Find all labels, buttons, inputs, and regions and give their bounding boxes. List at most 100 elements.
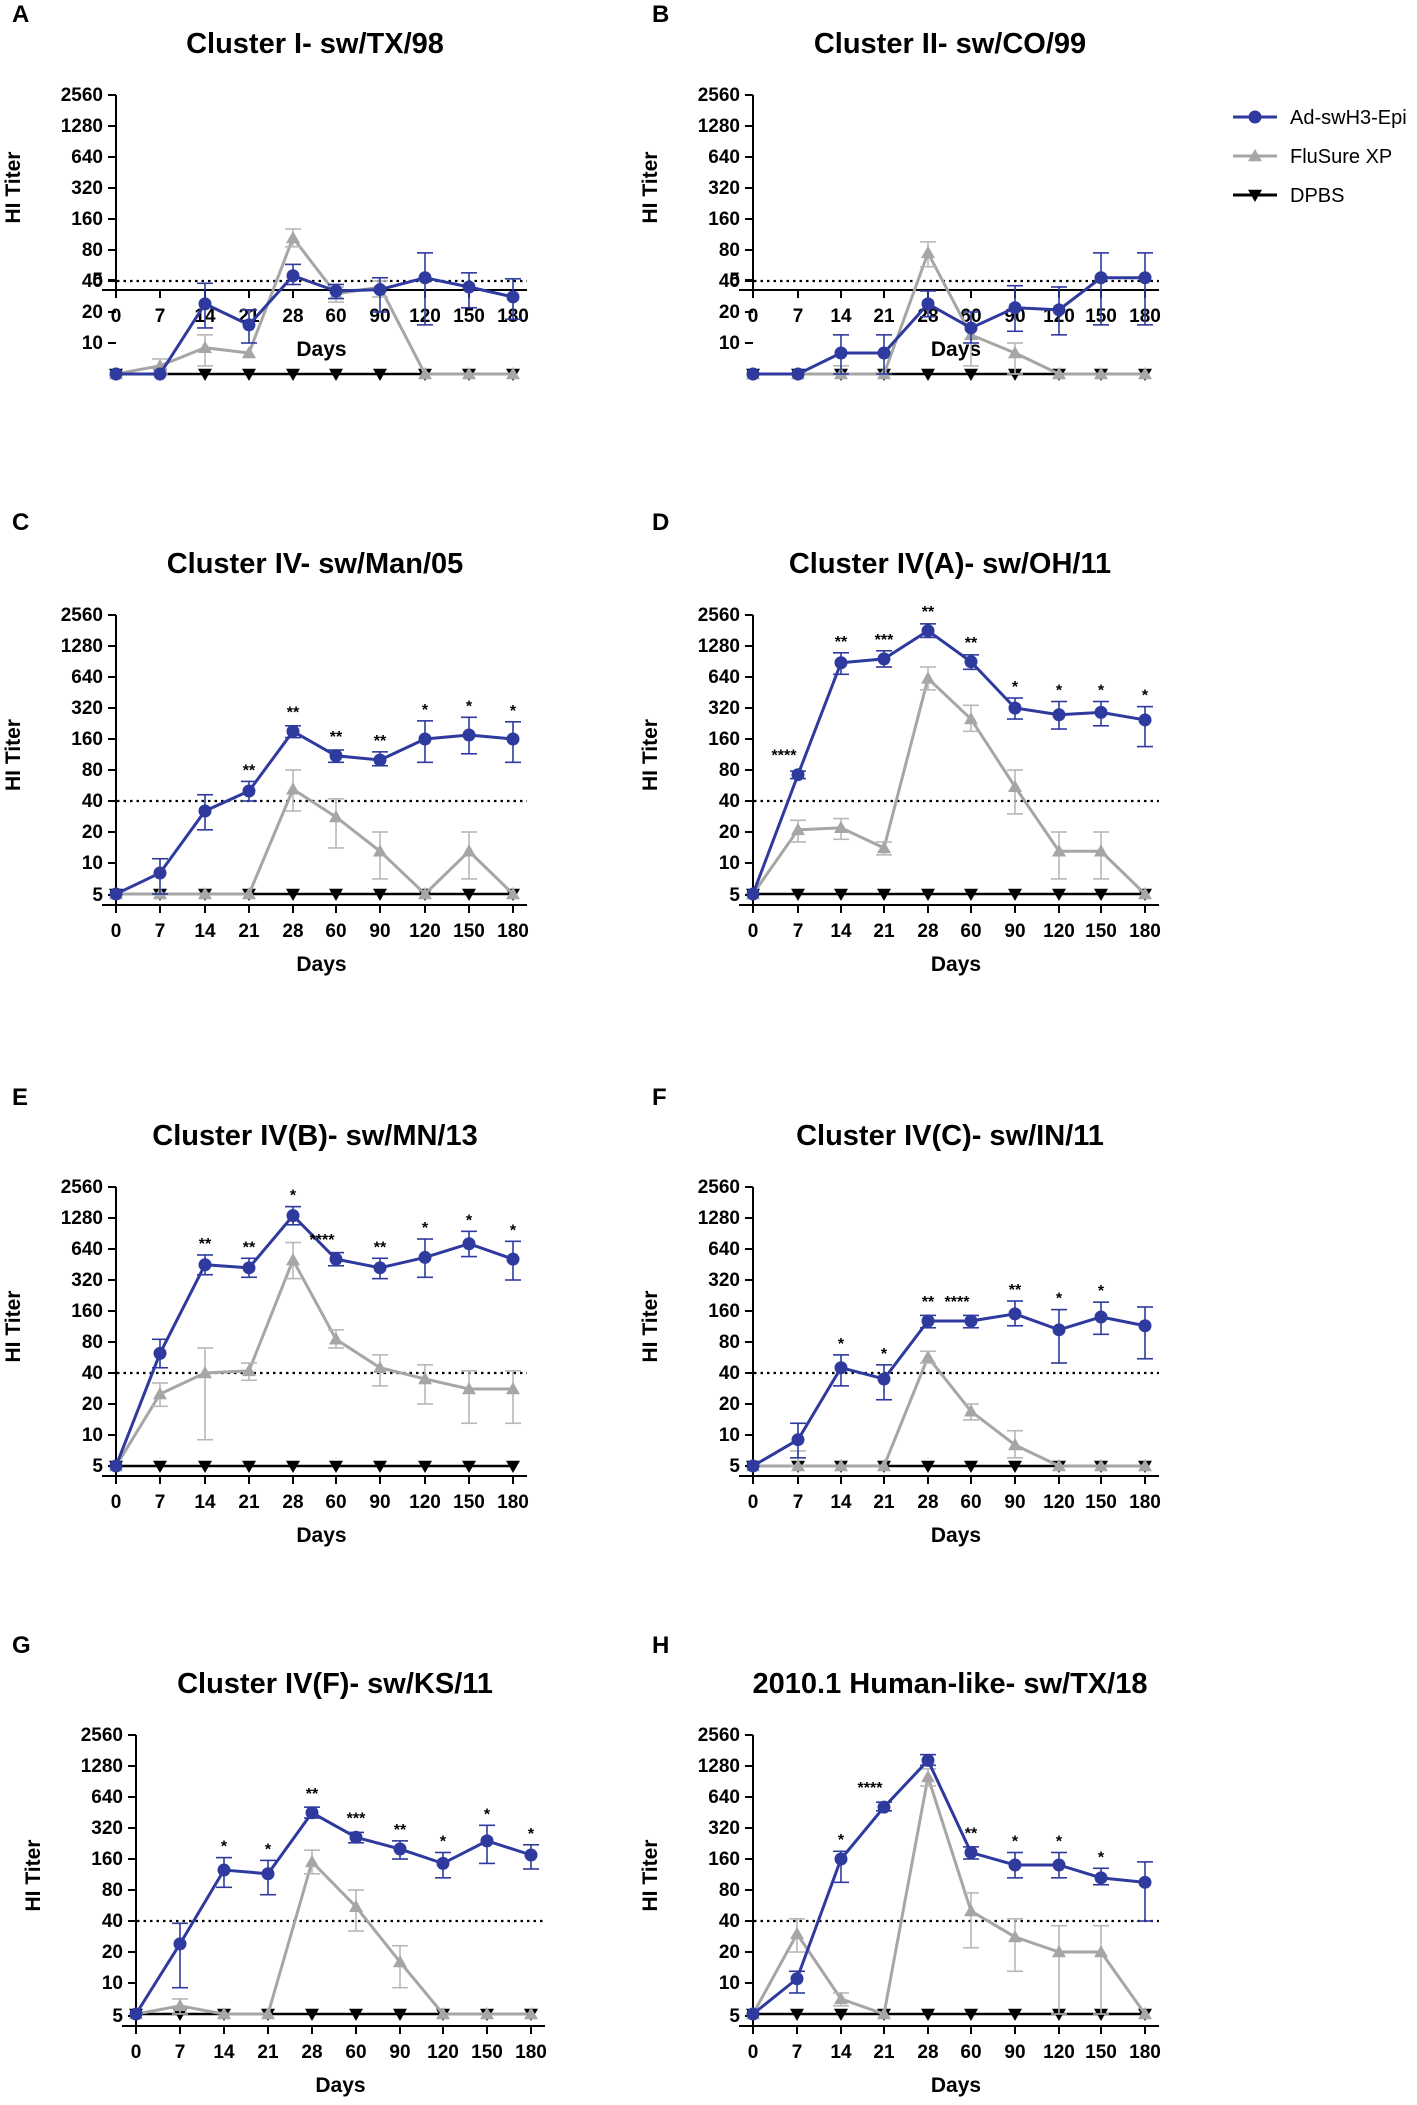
panel-d-x-tick-label: 7 — [793, 921, 804, 942]
panel-h-y-tick-label: 10 — [719, 1973, 740, 1994]
panel-b-dpbs-point — [1008, 368, 1022, 381]
panel-b-y-tick-label: 10 — [719, 333, 740, 354]
panel-d-ad-swh3-epi-point — [1094, 705, 1108, 719]
panel-e-significance-label: * — [466, 1212, 473, 1229]
panel-f-y-tick-label: 320 — [708, 1270, 740, 1291]
panel-f-y-tick-label: 5 — [729, 1456, 740, 1477]
panel-e-significance-label: ** — [199, 1236, 212, 1253]
panel-h-x-tick-label: 120 — [1043, 2042, 1075, 2063]
panel-f-y-tick-label: 20 — [719, 1394, 740, 1415]
panel-f-flusure-xp-point — [834, 1459, 848, 1472]
panel-a-ad-swh3-epi-point — [506, 290, 520, 304]
panel-h-ad-swh3-epi-point — [834, 1852, 848, 1866]
panel-a-flusure-xp-point — [286, 230, 300, 244]
panel-b-ad-swh3-epi-point — [1008, 301, 1022, 315]
legend-label: FluSure XP — [1290, 146, 1392, 168]
panel-c-y-axis-label: HI Titer — [2, 719, 25, 791]
panel-a-dpbs-point — [198, 368, 212, 381]
panel-c-ad-swh3-epi-point — [418, 732, 432, 746]
panel-c-x-tick-label: 120 — [409, 921, 441, 942]
panel-c-significance-label: ** — [243, 762, 256, 779]
panel-d-flusure-xp-point — [834, 820, 848, 833]
panel-d-dpbs-point — [964, 888, 978, 901]
panel-e-flusure-xp-point — [286, 1253, 300, 1266]
panel-c-flusure-xp-line — [116, 787, 515, 897]
panel-d-dpbs-point — [1008, 888, 1022, 901]
panel-f-x-tick-label: 60 — [960, 1492, 981, 1513]
panel-b-flusure-xp-point — [1138, 367, 1152, 380]
panel-f-ad-swh3-epi-point — [1138, 1319, 1152, 1333]
panel-g-x-tick-label: 90 — [389, 2042, 410, 2063]
panel-g-x-axis-label: Days — [315, 2074, 365, 2097]
panel-f-y-tick-label: 640 — [708, 1239, 740, 1260]
panel-g: G Cluster IV(F)- sw/KS/11 2560 1280 640 320 16… — [12, 1632, 547, 2097]
panel-c-dpbs-point — [462, 888, 476, 901]
panel-g-flusure-xp-point — [436, 2007, 450, 2020]
panel-d-y-tick-label: 80 — [719, 760, 740, 781]
panel-f-flusure-xp-point — [921, 1350, 935, 1363]
panel-h-significance-label: * — [1098, 1849, 1105, 1866]
panel-d-significance-label: * — [1142, 688, 1149, 705]
panel-d-flusure-xp-point — [1008, 779, 1022, 793]
panel-c-x-axis-label: Days — [296, 953, 346, 976]
panel-e-significance-label: ** — [243, 1239, 256, 1256]
panel-b-ad-swh3-epi-point — [921, 297, 935, 311]
panel-g-y-tick-label: 20 — [102, 1942, 123, 1963]
panel-f-y-axis-label: HI Titer — [639, 1291, 662, 1363]
panel-a-title: Cluster I- sw/TX/98 — [186, 28, 444, 60]
panel-d-flusure-xp-point — [877, 840, 891, 854]
panel-a-y-tick-label: 40 — [82, 271, 103, 292]
legend-item: DPBS — [1233, 185, 1344, 207]
panel-f-dpbs-point — [1008, 1460, 1022, 1473]
panel-f-flusure-xp-point — [1008, 1437, 1022, 1451]
panel-g-ad-swh3-epi-point — [480, 1834, 494, 1848]
panel-b-y-tick-label: 5 — [729, 270, 740, 291]
panel-c-x-tick-label: 28 — [282, 921, 303, 942]
panel-h-flusure-xp-line — [751, 1776, 1147, 2016]
panel-f-title: Cluster IV(C)- sw/IN/11 — [796, 1120, 1104, 1152]
panel-d-x-tick-label: 90 — [1004, 921, 1025, 942]
panel-c-flusure-xp-point — [418, 887, 432, 900]
panel-e-y-tick-label: 5 — [92, 1456, 103, 1477]
panel-b-dpbs-point — [964, 368, 978, 381]
panel-a-flusure-xp-line — [115, 234, 513, 376]
panel-d-significance-label: ** — [835, 634, 848, 651]
panel-d-letter: D — [652, 509, 669, 536]
panel-d-y-tick-label: 640 — [708, 667, 740, 688]
panel-g-y-tick-label: 2560 — [81, 1725, 123, 1746]
panel-e-ad-swh3-epi-point — [462, 1237, 476, 1251]
panel-d-x-axis-label: Days — [931, 953, 981, 976]
panel-g-y-axis-label: HI Titer — [22, 1840, 45, 1912]
panel-d-x-tick-label: 0 — [748, 921, 759, 942]
panel-e-x-tick-label: 0 — [111, 1492, 122, 1513]
panel-d-x-tick-label: 28 — [917, 921, 938, 942]
panel-d-x-tick-label: 120 — [1043, 921, 1075, 942]
panel-h-x-tick-label: 14 — [830, 2042, 852, 2063]
panel-e: E Cluster IV(B)- sw/MN/13 2560 1280 640 320 16… — [2, 1084, 529, 1547]
panel-d-significance-label: ** — [922, 604, 935, 621]
panel-d-x-tick-label: 180 — [1129, 921, 1161, 942]
panel-c-significance-label: ** — [330, 729, 343, 746]
panel-c-ad-swh3-epi-point — [506, 732, 520, 746]
panel-e-y-tick-label: 20 — [82, 1394, 103, 1415]
panel-a-ad-swh3-epi-point — [329, 284, 343, 298]
panel-g-ad-swh3-epi-point — [436, 1856, 450, 1870]
panel-d-flusure-xp-point — [791, 822, 805, 836]
panel-h-y-tick-label: 5 — [729, 2006, 740, 2027]
panel-d-flusure-xp-point — [1138, 887, 1152, 900]
panel-f-ad-swh3-epi-point — [834, 1361, 848, 1375]
panel-f-flusure-xp-point — [1052, 1459, 1066, 1472]
panel-a-dpbs-point — [329, 368, 343, 381]
panel-g-x-tick-label: 60 — [345, 2042, 366, 2063]
panel-d-ad-swh3-epi-point — [921, 624, 935, 638]
panel-c-dpbs-point — [329, 888, 343, 901]
panel-g-significance-label: * — [440, 1834, 447, 1851]
panel-g-ad-swh3-epi-point — [261, 1867, 275, 1881]
panel-g-flusure-xp-point — [524, 2007, 538, 2020]
panel-b-ad-swh3-epi-point — [964, 321, 978, 335]
panel-g-y-tick-label: 10 — [102, 1973, 123, 1994]
panel-e-y-tick-label: 320 — [71, 1270, 103, 1291]
panel-e-dpbs-point — [462, 1460, 476, 1473]
panel-h-flusure-xp-point — [1094, 1945, 1108, 1958]
